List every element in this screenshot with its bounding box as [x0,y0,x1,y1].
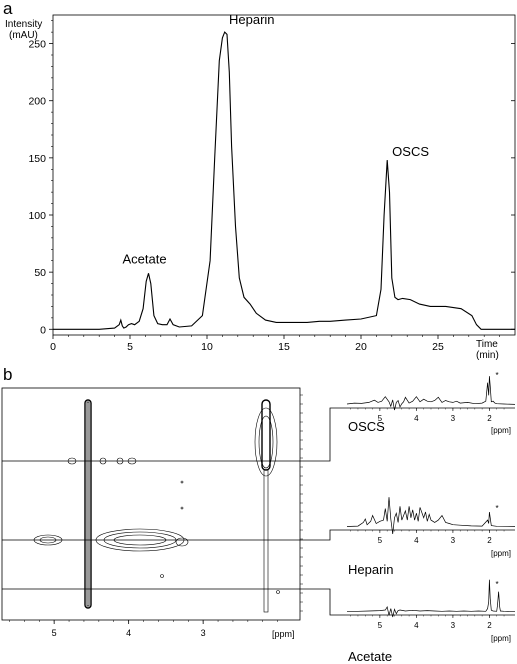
y-tick-label: 100 [28,210,46,222]
y-axis-title-line2: (mAU) [9,30,38,41]
contour-band-left [84,399,92,609]
spectrum-ticks-oscs: 5 4 3 2 * [350,371,505,423]
chromatogram-panel: Intensity (mAU) Time (min) 0501001502002… [5,12,516,361]
panel-a-label: a [3,0,13,18]
spectrum-heparin: 5 4 3 2 * Heparin [ppm] [345,497,516,577]
contour-band-right [261,399,271,471]
y-tick-label: 150 [28,153,46,165]
spectrum-ppm-oscs: [ppm] [491,426,511,435]
spectrum-ppm-acetate: [ppm] [491,634,511,643]
spectrum-tick-label: 3 [451,536,456,545]
x-tick-label: 15 [278,341,290,353]
ppm-tick-label: 4 [126,628,131,638]
x-tick-label: 0 [50,341,56,353]
nmr-2d-panel: 5 4 3 [ppm] [1,387,345,639]
spectrum-tick-label: 2 [487,414,492,423]
x-tick-group: 0 5 10 15 20 25 [50,335,500,353]
chromatogram-trace [53,31,515,330]
row-line-heparin [2,529,345,541]
spectrum-ticks-acetate: 5 4 3 2 * [350,580,505,630]
x-tick-label: 5 [127,341,133,353]
row-connectors [2,407,345,616]
spectrum-star-marker: * [495,371,498,380]
contour-dot-1 [180,480,184,484]
spectrum-star-marker: * [495,580,498,589]
x-axis-title-line1: Time [476,339,498,350]
spectrum-tick-label: 4 [414,414,419,423]
ppm-tick-label: 5 [52,628,57,638]
right-minor-ticks [300,394,303,612]
nmr-2d-frame [1,387,301,621]
contour-band-left-inner [86,401,90,607]
peak-label-acetate: Acetate [122,251,166,266]
spectrum-trace-acetate [346,579,516,618]
contour-band-right-lower [263,469,269,613]
spectrum-tick-label: 5 [378,414,383,423]
spectrum-tick-label: 3 [451,621,456,630]
spectrum-oscs: 5 4 3 2 * OSCS [ppm] [345,371,516,435]
spectrum-acetate: 5 4 3 2 * Acetate [ppm] [345,579,516,664]
spectrum-tick-label: 3 [451,414,456,423]
spectrum-star-marker: * [495,504,498,513]
contour-dot-3 [160,574,164,578]
x-tick-label: 25 [432,341,444,353]
y-tick-label: 50 [34,267,46,279]
spectrum-tick-label: 4 [414,621,419,630]
x-axis-title-line2: (min) [476,350,499,361]
contour-oscs-cluster [254,407,278,477]
spectrum-trace-heparin [346,497,516,534]
ppm-tick-label: 3 [201,628,206,638]
x-tick-label: 20 [355,341,367,353]
contour-heparin-peak-right [175,537,189,547]
contour-peaks [33,399,280,613]
spectrum-name-oscs: OSCS [348,419,385,434]
chromatogram-frame [52,14,516,336]
spectrum-tick-label: 2 [487,536,492,545]
spectrum-tick-label: 5 [378,621,383,630]
spectrum-tick-label: 2 [487,621,492,630]
row-line-acetate [2,588,345,616]
peak-label-heparin: Heparin [229,12,275,27]
y-tick-group: 0 50 100 150 200 250 [28,20,515,336]
peak-label-oscs: OSCS [392,144,429,159]
y-tick-label: 200 [28,96,46,108]
spectrum-name-acetate: Acetate [348,649,392,664]
row-line-oscs [2,407,345,462]
ppm-tick-group: 5 4 3 [9,620,278,638]
contour-dot-2 [180,506,184,510]
y-tick-label: 0 [40,324,46,336]
spectrum-name-heparin: Heparin [348,562,394,577]
spectrum-ppm-heparin: [ppm] [491,549,511,558]
y-tick-label: 250 [28,39,46,51]
spectrum-ticks-heparin: 5 4 3 2 * [350,504,505,545]
contour-dot-4 [276,590,280,594]
spectrum-tick-label: 5 [378,536,383,545]
spectrum-tick-label: 4 [414,536,419,545]
x-tick-label: 10 [201,341,213,353]
ppm-axis-label: [ppm] [272,629,295,639]
peak-annotation-group: Acetate Heparin OSCS [122,12,429,266]
y-axis-title-line1: Intensity [5,19,42,30]
panel-b-label: b [3,365,12,384]
contour-oscs-cluster-inner [258,415,274,469]
spectrum-trace-oscs [346,376,516,411]
